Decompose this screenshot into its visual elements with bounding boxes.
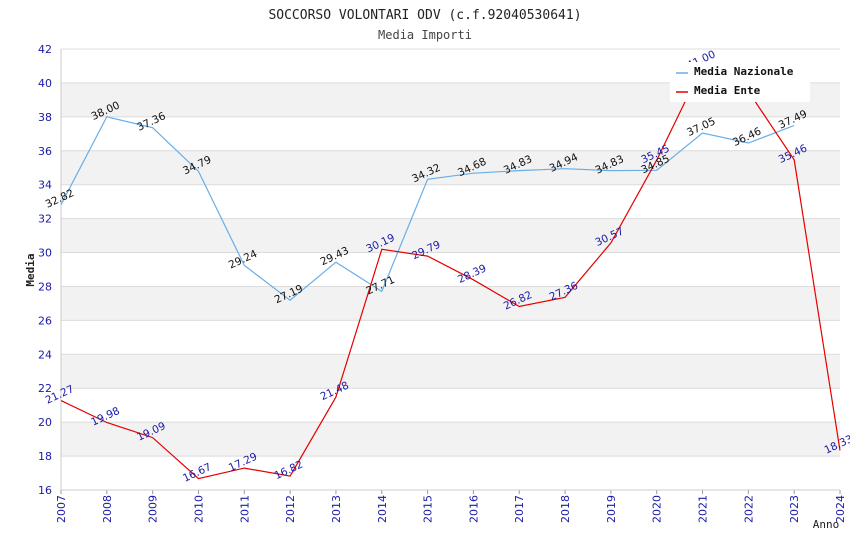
y-tick-label: 32 [38, 213, 52, 226]
x-tick-label: 2014 [376, 495, 389, 523]
x-tick-label: 2013 [330, 495, 343, 523]
grid-lines [61, 48, 840, 491]
grid-band [61, 184, 840, 219]
legend: Media Nazionale Media Ente [670, 62, 810, 102]
x-tick-label: 2009 [147, 495, 160, 523]
grid-band [61, 218, 840, 253]
x-axis-label: Anno [813, 518, 840, 531]
x-tick-label: 2017 [513, 495, 526, 523]
grid-band [61, 252, 840, 287]
legend-label-nazionale: Media Nazionale [694, 65, 794, 78]
grid-band [61, 150, 840, 185]
y-tick-label: 26 [38, 314, 52, 327]
y-tick-label: 34 [38, 179, 52, 192]
y-tick-label: 28 [38, 280, 52, 293]
y-tick-label: 40 [38, 77, 52, 90]
x-tick-label: 2012 [284, 495, 297, 523]
grid-band [61, 422, 840, 457]
y-axis-label: Media [24, 253, 37, 286]
chart-title: SOCCORSO VOLONTARI ODV (c.f.92040530641) [268, 8, 581, 23]
x-tick-label: 2020 [651, 495, 664, 523]
x-tick-label: 2016 [467, 495, 480, 523]
x-tick-label: 2011 [238, 495, 251, 523]
y-tick-label: 18 [38, 450, 52, 463]
grid-band [61, 116, 840, 151]
x-tick-label: 2010 [192, 495, 205, 523]
y-tick-label: 38 [38, 111, 52, 124]
grid-band [61, 354, 840, 389]
x-tick-label: 2015 [422, 495, 435, 523]
x-tick-label: 2018 [559, 495, 572, 523]
x-tick-label: 2022 [742, 495, 755, 523]
y-tick-label: 20 [38, 416, 52, 429]
x-tick-label: 2008 [101, 495, 114, 523]
y-tick-label: 42 [38, 43, 52, 56]
grid-band [61, 456, 840, 490]
series-line-nazionale [60, 116, 795, 301]
x-tick-label: 2007 [55, 495, 68, 523]
y-tick-label: 36 [38, 145, 52, 158]
legend-label-ente: Media Ente [694, 84, 761, 97]
x-tick-label: 2024 [834, 495, 847, 523]
grid-band [61, 388, 840, 423]
y-tick-label: 16 [38, 484, 52, 497]
y-tick-label: 30 [38, 247, 52, 260]
x-tick-label: 2019 [605, 495, 618, 523]
y-tick-label: 22 [38, 382, 52, 395]
x-tick-label: 2023 [788, 495, 801, 523]
grid-band [61, 320, 840, 355]
legend-box [670, 62, 810, 102]
y-tick-label: 24 [38, 348, 52, 361]
x-tick-label: 2021 [697, 495, 710, 523]
chart-subtitle: Media Importi [378, 28, 472, 42]
grid-band [61, 286, 840, 321]
grid-bands [61, 49, 840, 490]
